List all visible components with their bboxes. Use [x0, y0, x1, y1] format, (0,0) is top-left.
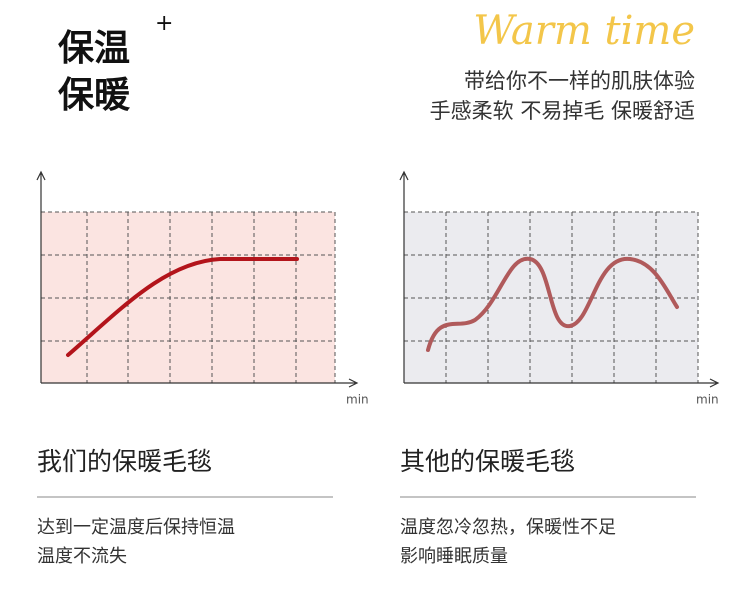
axis-label: min: [696, 393, 719, 407]
title: 保温: [58, 28, 130, 69]
title: 保暖: [58, 75, 131, 116]
axis-label: min: [346, 393, 369, 407]
panel-heading: 其他的保暖毛毯: [400, 447, 575, 476]
panel-text: 影响睡眠质量: [400, 546, 508, 567]
panel-text: 温度不流失: [37, 546, 127, 567]
left-chart: min: [36, 170, 369, 407]
right-chart: min: [399, 170, 720, 407]
plus-sign: +: [155, 11, 173, 36]
panel-heading: 我们的保暖毛毯: [37, 447, 212, 476]
axes: [399, 170, 720, 388]
temperature-curve: [426, 256, 679, 352]
brand: Warm time: [473, 8, 695, 54]
grid: [41, 211, 336, 383]
subtitle: 手感柔软 不易掉毛 保暖舒适: [430, 99, 695, 123]
panel-text: 温度忽冷忽热，保暖性不足: [400, 517, 616, 538]
axes: [36, 170, 359, 388]
panel-text: 达到一定温度后保持恒温: [37, 517, 235, 538]
subtitle: 带给你不一样的肌肤体验: [464, 69, 695, 93]
temperature-curve: [66, 257, 299, 357]
